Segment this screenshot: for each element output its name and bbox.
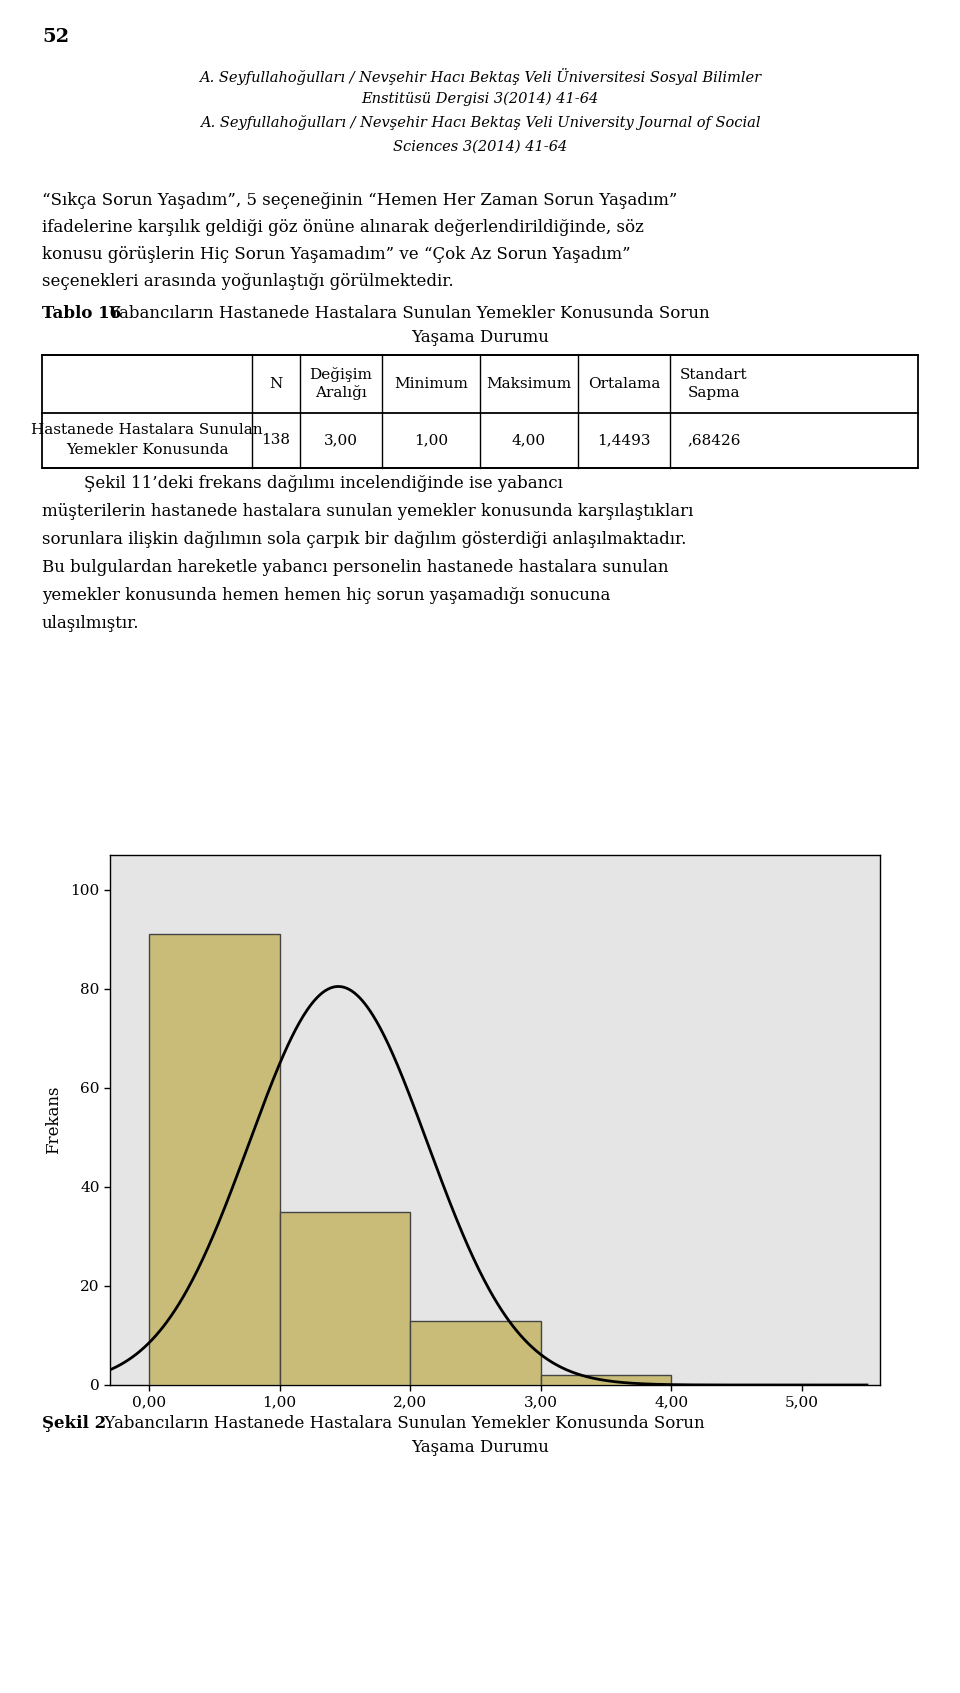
Text: Bu bulgulardan hareketle yabancı personelin hastanede hastalara sunulan: Bu bulgulardan hareketle yabancı persone…: [42, 559, 668, 576]
Text: 4,00: 4,00: [512, 433, 546, 447]
Text: 1,4493: 1,4493: [597, 433, 651, 447]
Y-axis label: Frekans: Frekans: [45, 1085, 62, 1155]
Text: Şekil 11’deki frekans dağılımı incelendiğinde ise yabancı: Şekil 11’deki frekans dağılımı incelendi…: [42, 476, 563, 493]
Text: Minimum: Minimum: [394, 378, 468, 391]
Text: Yabancıların Hastanede Hastalara Sunulan Yemekler Konusunda Sorun: Yabancıların Hastanede Hastalara Sunulan…: [104, 305, 709, 322]
Text: Enstitüsü Dergisi 3(2014) 41-64: Enstitüsü Dergisi 3(2014) 41-64: [361, 91, 599, 107]
Text: 3,00: 3,00: [324, 433, 358, 447]
Text: müşterilerin hastanede hastalara sunulan yemekler konusunda karşılaştıkları: müşterilerin hastanede hastalara sunulan…: [42, 503, 693, 520]
Text: seçenekleri arasında yoğunlaştığı görülmektedir.: seçenekleri arasında yoğunlaştığı görülm…: [42, 273, 454, 290]
Bar: [540, 1375, 671, 1385]
Text: Sapma: Sapma: [687, 386, 740, 400]
Text: Sciences 3(2014) 41-64: Sciences 3(2014) 41-64: [393, 141, 567, 154]
Bar: [279, 1212, 410, 1385]
Text: A. Seyfullahoğulları / Nevşehir Hacı Bektaş Veli Üniversitesi Sosyal Bilimler: A. Seyfullahoğulları / Nevşehir Hacı Bek…: [199, 68, 761, 85]
Text: Yaşama Durumu: Yaşama Durumu: [411, 1439, 549, 1456]
Text: Şekil 2: Şekil 2: [42, 1415, 107, 1432]
Text: Değişim: Değişim: [309, 367, 372, 383]
Text: Aralığı: Aralığı: [315, 386, 367, 401]
Text: 1,00: 1,00: [414, 433, 448, 447]
Text: Yemekler Konusunda: Yemekler Konusunda: [65, 444, 228, 457]
Text: Tablo 16: Tablo 16: [42, 305, 121, 322]
Text: Ortalama: Ortalama: [588, 378, 660, 391]
Text: A. Seyfullahoğulları / Nevşehir Hacı Bektaş Veli University Journal of Social: A. Seyfullahoğulları / Nevşehir Hacı Bek…: [200, 115, 760, 130]
Text: yemekler konusunda hemen hemen hiç sorun yaşamadığı sonucuna: yemekler konusunda hemen hemen hiç sorun…: [42, 587, 611, 604]
Text: Maksimum: Maksimum: [487, 378, 571, 391]
Bar: [410, 1321, 540, 1385]
Text: Hastanede Hastalara Sunulan: Hastanede Hastalara Sunulan: [31, 423, 263, 437]
Text: ,68426: ,68426: [687, 433, 741, 447]
Text: Yabancıların Hastanede Hastalara Sunulan Yemekler Konusunda Sorun: Yabancıların Hastanede Hastalara Sunulan…: [99, 1415, 705, 1432]
Text: sorunlara ilişkin dağılımın sola çarpık bir dağılım gösterdiği anlaşılmaktadır.: sorunlara ilişkin dağılımın sola çarpık …: [42, 532, 686, 549]
Text: 52: 52: [42, 29, 69, 46]
Text: Standart: Standart: [681, 367, 748, 383]
Bar: [42, 356, 918, 467]
Text: N: N: [270, 378, 282, 391]
Text: Yaşama Durumu: Yaşama Durumu: [411, 328, 549, 345]
Text: ifadelerine karşılık geldiği göz önüne alınarak değerlendirildiğinde, söz: ifadelerine karşılık geldiği göz önüne a…: [42, 218, 644, 235]
Text: konusu görüşlerin Hiç Sorun Yaşamadım” ve “Çok Az Sorun Yaşadım”: konusu görüşlerin Hiç Sorun Yaşamadım” v…: [42, 245, 631, 262]
Bar: [149, 935, 279, 1385]
Text: ulaşılmıştır.: ulaşılmıştır.: [42, 615, 139, 631]
Text: “Sıkça Sorun Yaşadım”, 5 seçeneğinin “Hemen Her Zaman Sorun Yaşadım”: “Sıkça Sorun Yaşadım”, 5 seçeneğinin “He…: [42, 191, 678, 208]
Text: 138: 138: [261, 433, 291, 447]
